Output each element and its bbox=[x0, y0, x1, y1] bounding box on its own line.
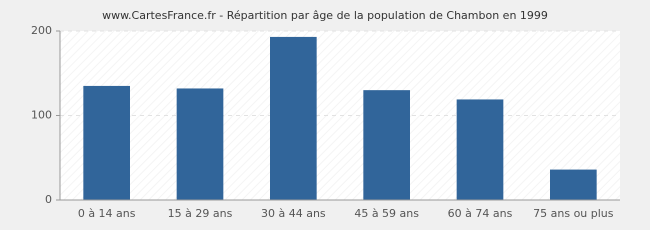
x-tick-label: 30 à 44 ans bbox=[261, 207, 326, 220]
x-tick-label: 0 à 14 ans bbox=[78, 207, 136, 220]
bar bbox=[456, 99, 504, 200]
bar bbox=[270, 36, 317, 200]
bar bbox=[176, 88, 224, 200]
bar bbox=[363, 90, 410, 200]
bar bbox=[550, 169, 597, 200]
y-tick-label: 0 bbox=[45, 193, 52, 206]
chart-title: www.CartesFrance.fr - Répartition par âg… bbox=[102, 9, 548, 22]
y-tick-label: 200 bbox=[31, 24, 52, 37]
bar bbox=[83, 85, 130, 200]
x-tick-label: 60 à 74 ans bbox=[448, 207, 513, 220]
y-tick-label: 100 bbox=[31, 109, 52, 122]
x-tick-label: 75 ans ou plus bbox=[533, 207, 614, 220]
x-tick-label: 45 à 59 ans bbox=[354, 207, 419, 220]
x-tick-label: 15 à 29 ans bbox=[168, 207, 233, 220]
chart: www.CartesFrance.fr - Répartition par âg… bbox=[0, 0, 650, 230]
